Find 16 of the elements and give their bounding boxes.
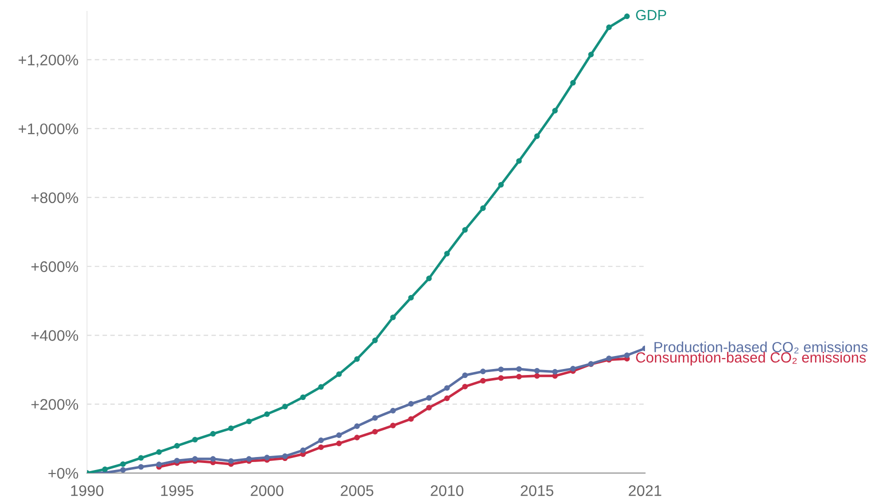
y-tick-label: +1,200% bbox=[18, 54, 78, 68]
x-tick-label: 2005 bbox=[340, 485, 374, 496]
y-tick-label: +600% bbox=[31, 261, 78, 272]
series-label: GDP bbox=[636, 10, 666, 20]
y-tick-label: +800% bbox=[31, 192, 78, 204]
x-tick-label: 2015 bbox=[520, 485, 554, 496]
x-tick-label: 2010 bbox=[430, 485, 464, 496]
x-tick-label: 2021 bbox=[628, 485, 662, 496]
y-tick-label: +1,000% bbox=[18, 123, 78, 136]
y-tick-label: +200% bbox=[31, 399, 78, 410]
x-tick-label: 2000 bbox=[250, 485, 284, 496]
x-tick-label: 1995 bbox=[161, 485, 194, 496]
x-tick-label: 1990 bbox=[71, 485, 104, 496]
series-label: Production-based CO₂ emissions bbox=[654, 342, 868, 354]
y-tick-label: +0% bbox=[48, 468, 78, 479]
y-tick-label: +400% bbox=[31, 330, 78, 341]
